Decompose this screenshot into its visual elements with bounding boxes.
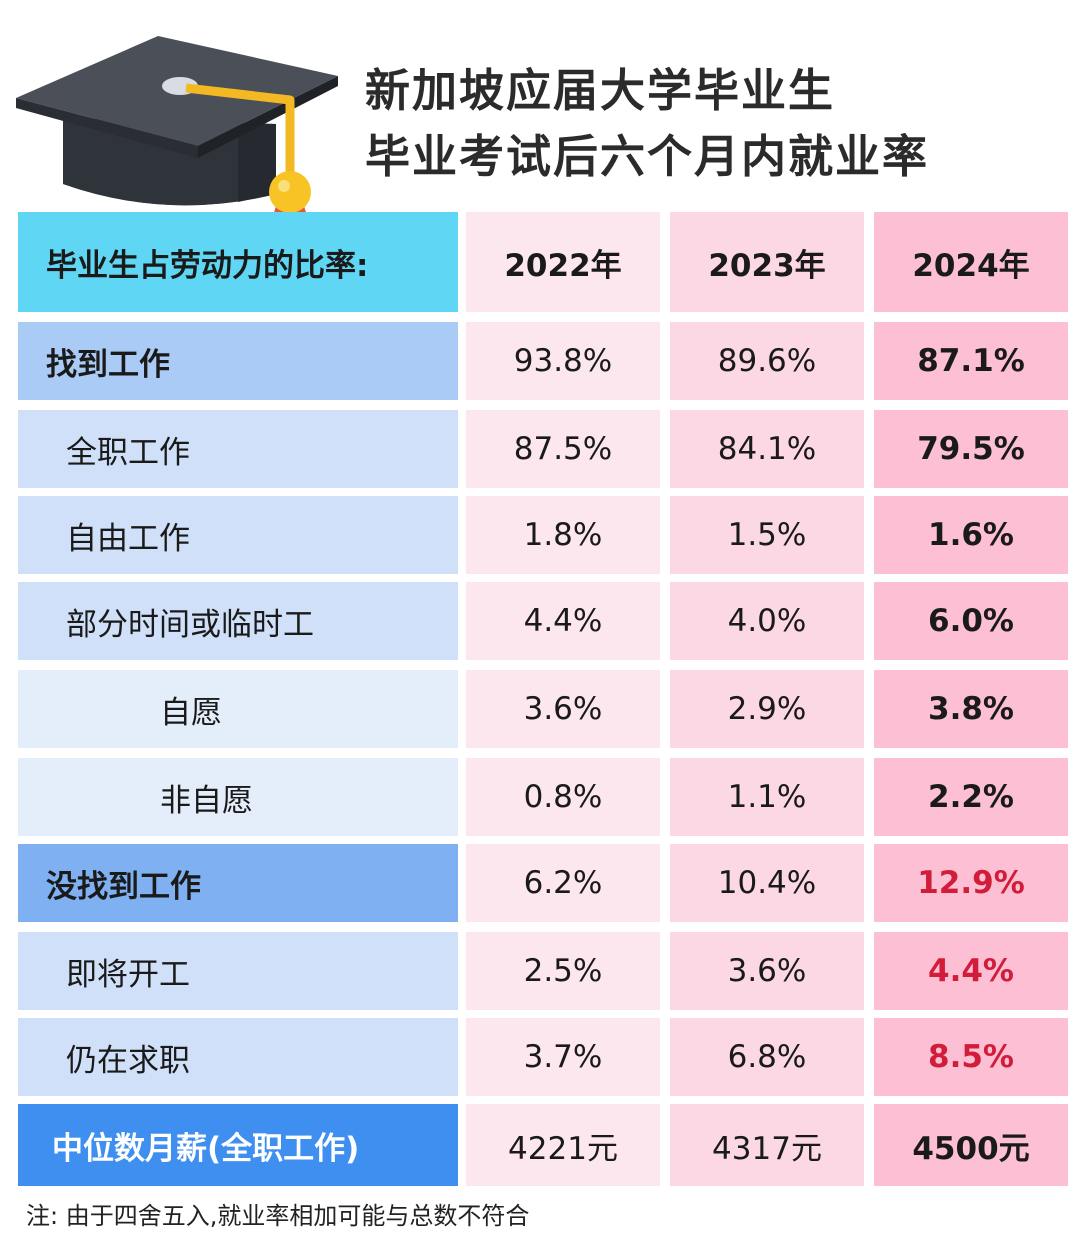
row-label: 全职工作 xyxy=(18,410,458,488)
row-value: 6.2% xyxy=(466,844,660,922)
row-value: 2.2% xyxy=(874,758,1068,836)
title-line-1: 新加坡应届大学毕业生 xyxy=(365,64,836,117)
row-value: 0.8% xyxy=(466,758,660,836)
row-value: 79.5% xyxy=(874,410,1068,488)
header-year-1: 2022年 xyxy=(466,212,660,312)
salary-value: 4317元 xyxy=(670,1104,864,1186)
row-label: 自愿 xyxy=(18,670,458,748)
row-label: 即将开工 xyxy=(18,932,458,1010)
row-value: 1.5% xyxy=(670,496,864,574)
row-label: 找到工作 xyxy=(18,322,458,400)
row-value: 8.5% xyxy=(874,1018,1068,1096)
row-value: 10.4% xyxy=(670,844,864,922)
row-value: 89.6% xyxy=(670,322,864,400)
salary-label: 中位数月薪(全职工作) xyxy=(18,1104,458,1186)
row-value: 3.6% xyxy=(670,932,864,1010)
graduation-cap-icon xyxy=(16,36,338,238)
row-value: 1.6% xyxy=(874,496,1068,574)
header-label: 毕业生占劳动力的比率: xyxy=(18,212,458,312)
page-title: 新加坡应届大学毕业生 毕业考试后六个月内就业率 xyxy=(365,58,929,190)
row-label: 自由工作 xyxy=(18,496,458,574)
row-value: 2.9% xyxy=(670,670,864,748)
row-value: 6.8% xyxy=(670,1018,864,1096)
row-value: 3.7% xyxy=(466,1018,660,1096)
salary-value: 4500元 xyxy=(874,1104,1068,1186)
row-value: 6.0% xyxy=(874,582,1068,660)
row-label: 仍在求职 xyxy=(18,1018,458,1096)
row-value: 1.1% xyxy=(670,758,864,836)
header-year-3: 2024年 xyxy=(874,212,1068,312)
row-value: 87.1% xyxy=(874,322,1068,400)
row-value: 2.5% xyxy=(466,932,660,1010)
header-year-2: 2023年 xyxy=(670,212,864,312)
row-value: 1.8% xyxy=(466,496,660,574)
row-value: 93.8% xyxy=(466,322,660,400)
row-label: 非自愿 xyxy=(18,758,458,836)
title-line-2: 毕业考试后六个月内就业率 xyxy=(365,130,930,183)
row-value: 3.8% xyxy=(874,670,1068,748)
row-label: 没找到工作 xyxy=(18,844,458,922)
salary-value: 4221元 xyxy=(466,1104,660,1186)
row-value: 84.1% xyxy=(670,410,864,488)
row-value: 4.4% xyxy=(874,932,1068,1010)
row-value: 87.5% xyxy=(466,410,660,488)
row-value: 4.4% xyxy=(466,582,660,660)
row-value: 3.6% xyxy=(466,670,660,748)
row-value: 12.9% xyxy=(874,844,1068,922)
row-label: 部分时间或临时工 xyxy=(18,582,458,660)
footnote: 注: 由于四舍五入,就业率相加可能与总数不符合 xyxy=(26,1202,530,1230)
row-value: 4.0% xyxy=(670,582,864,660)
